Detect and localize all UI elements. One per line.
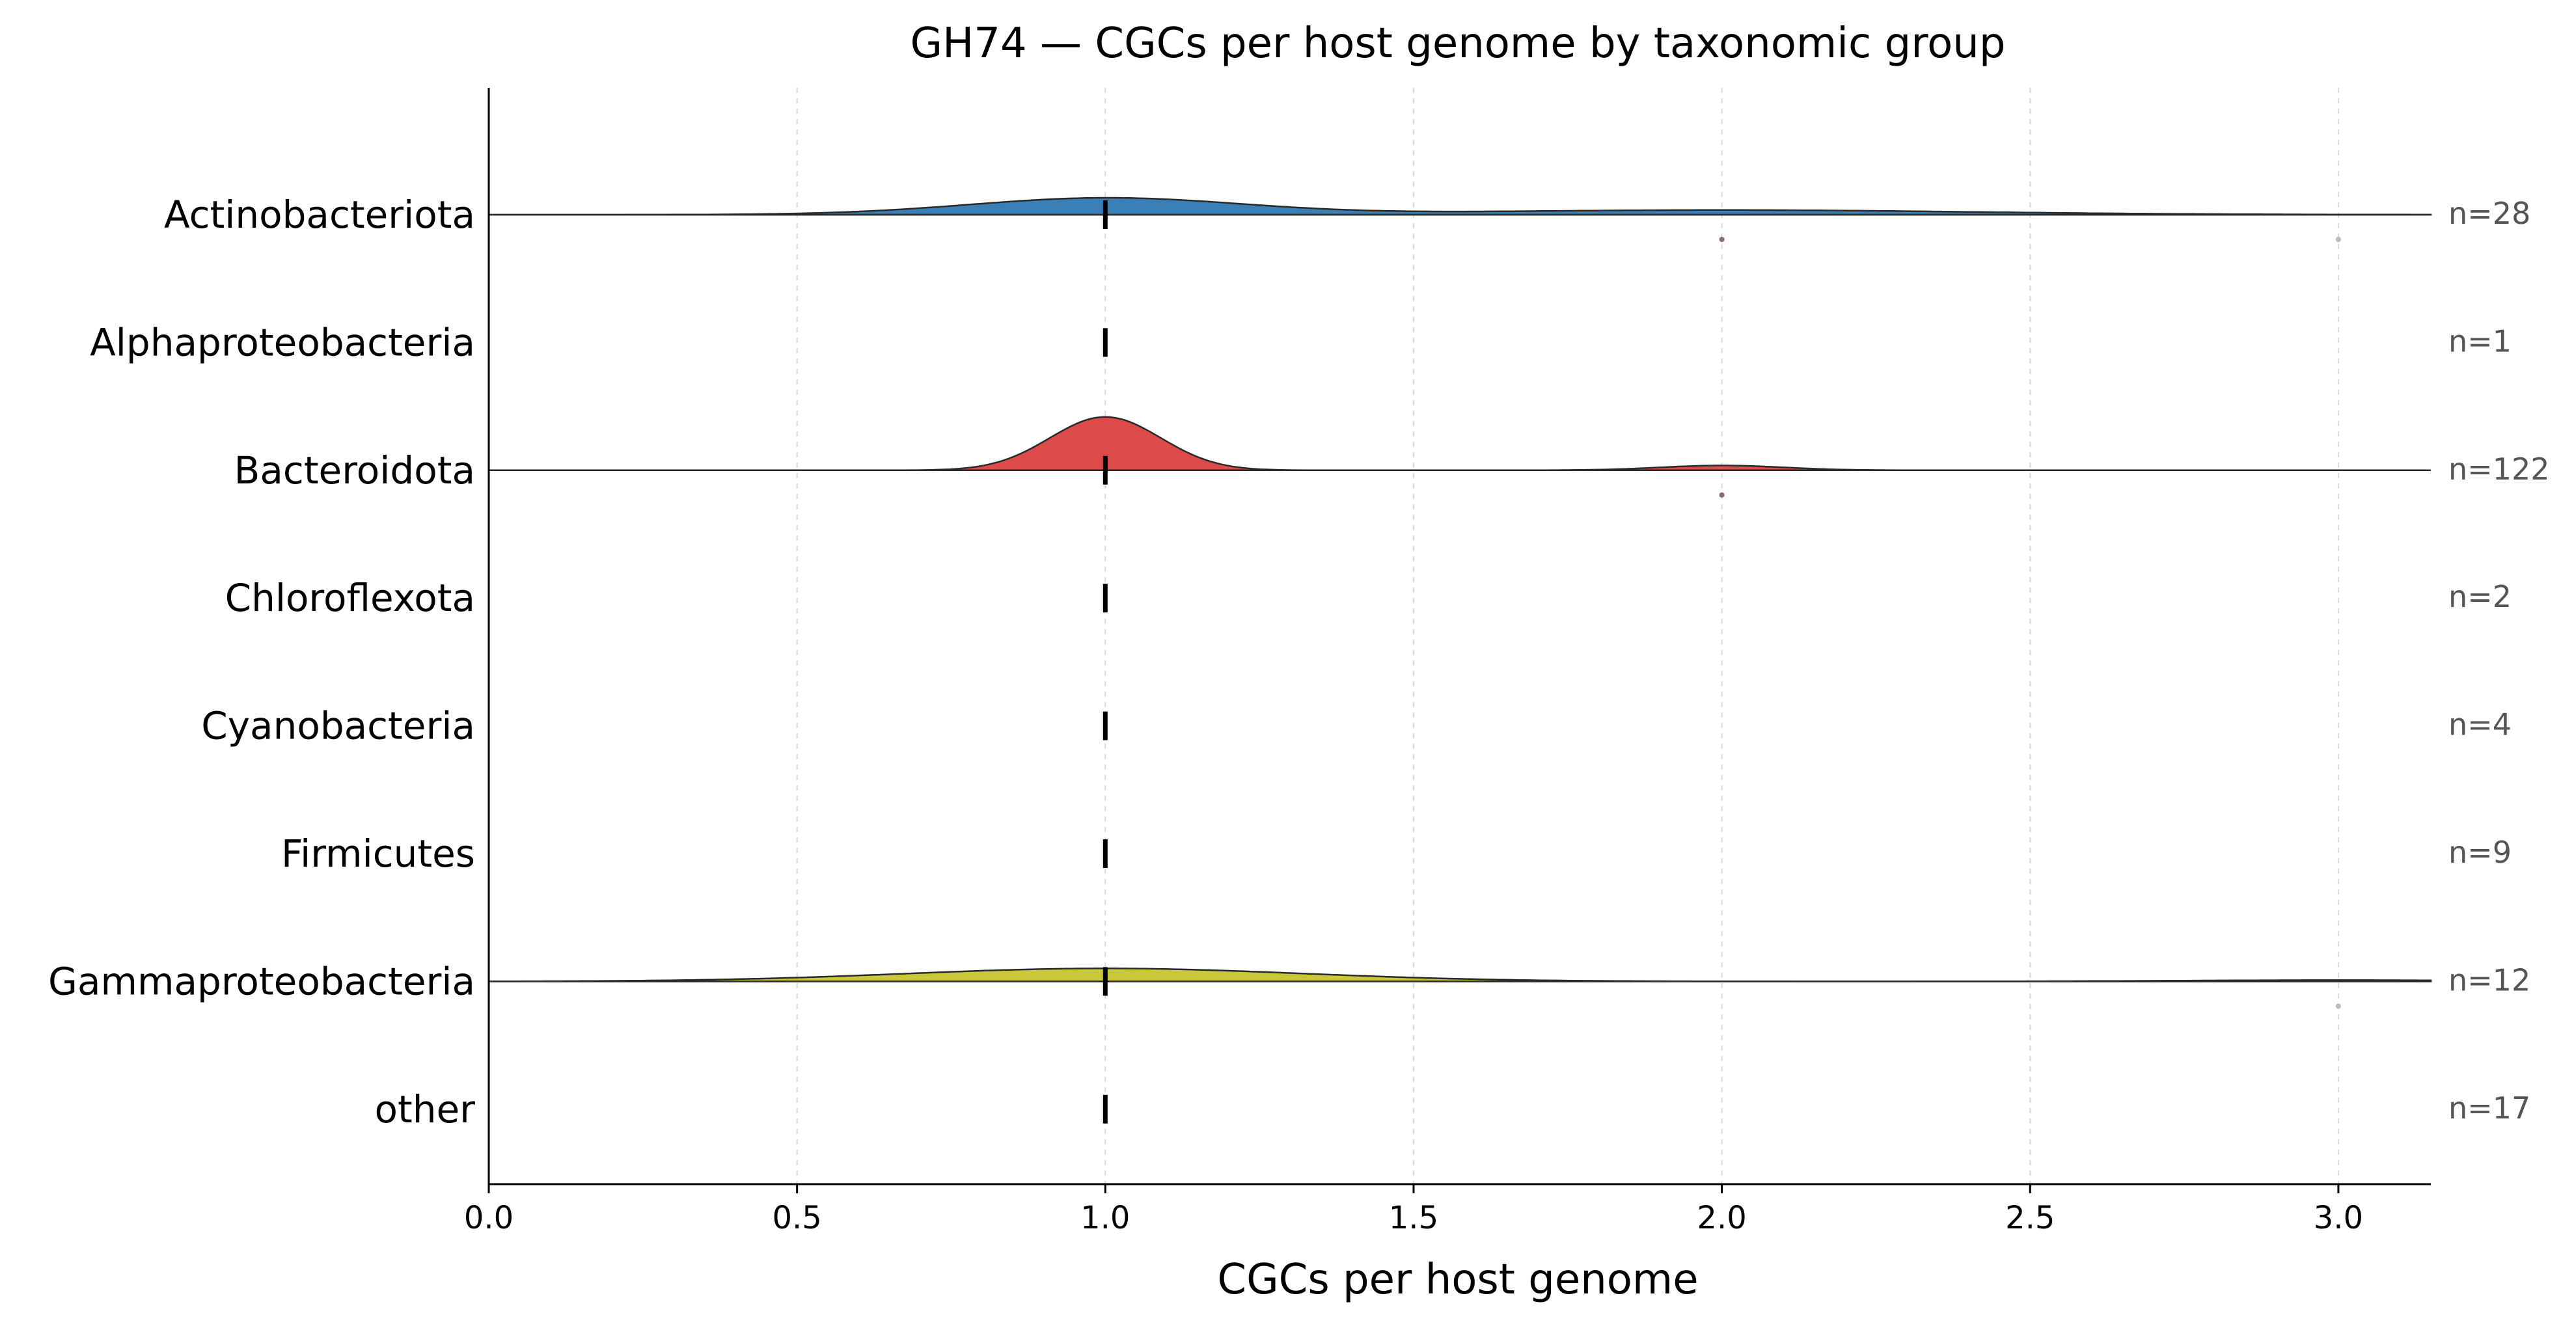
- outlier-point: [1719, 492, 1725, 498]
- category-label: other: [374, 1087, 475, 1131]
- outlier-point: [2335, 237, 2341, 242]
- outlier-points: [1719, 237, 2341, 1009]
- sample-size-labels: n=28 n=1 n=122 n=2 n=4 n=9 n=12 n=17: [2448, 196, 2550, 1126]
- sample-size-label: n=17: [2448, 1090, 2530, 1126]
- ridges: [487, 196, 2432, 982]
- outlier-point: [2335, 1003, 2341, 1009]
- category-label: Chloroflexota: [225, 576, 475, 620]
- x-tick-label: 1.0: [1080, 1200, 1130, 1236]
- x-axis-ticks: 0.0 0.5 1.0 1.5 2.0 2.5 3.0: [464, 1184, 2363, 1236]
- sample-size-label: n=1: [2448, 323, 2512, 359]
- category-label: Cyanobacteria: [201, 704, 475, 748]
- category-label: Bacteroidota: [234, 448, 475, 493]
- x-tick-label: 2.0: [1697, 1200, 1746, 1236]
- x-tick-label: 2.5: [2005, 1200, 2055, 1236]
- sample-size-label: n=9: [2448, 835, 2512, 870]
- category-label: Actinobacteriota: [164, 193, 475, 237]
- category-label: Gammaproteobacteria: [48, 959, 475, 1003]
- sample-size-label: n=12: [2448, 962, 2530, 997]
- category-label: Firmicutes: [281, 832, 475, 876]
- x-tick-label: 3.0: [2314, 1200, 2363, 1236]
- category-labels: Actinobacteriota Alphaproteobacteria Bacte…: [48, 193, 475, 1131]
- ridge-actinobacteriota: [489, 196, 2432, 216]
- grid-lines: [796, 88, 2339, 1184]
- ridge-bacteroidota: [489, 416, 2431, 472]
- outlier-point: [1719, 237, 1725, 242]
- chart-title: GH74 — CGCs per host genome by taxonomic…: [911, 20, 2006, 68]
- x-axis-label: CGCs per host genome: [1217, 1256, 1698, 1304]
- x-tick-label: 1.5: [1389, 1200, 1438, 1236]
- category-label: Alphaproteobacteria: [90, 320, 475, 364]
- sample-size-label: n=2: [2448, 579, 2512, 614]
- ridge-gammaproteobacteria: [487, 967, 2432, 982]
- sample-size-label: n=4: [2448, 707, 2512, 742]
- sample-size-label: n=28: [2448, 196, 2530, 231]
- x-tick-label: 0.0: [464, 1200, 514, 1236]
- x-tick-label: 0.5: [772, 1200, 821, 1236]
- sample-size-label: n=122: [2448, 452, 2550, 487]
